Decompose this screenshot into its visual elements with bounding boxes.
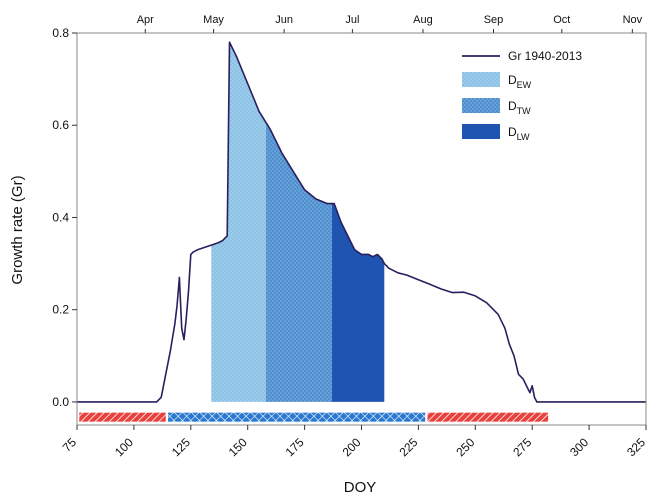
x-tick-label: 75 xyxy=(60,435,80,455)
x-tick-label: 200 xyxy=(340,435,364,459)
x-tick-label: 125 xyxy=(169,435,193,459)
y-tick-label: 0.0 xyxy=(52,395,69,409)
legend-label-gr: Gr 1940-2013 xyxy=(508,49,582,63)
series-line-gr xyxy=(77,41,646,403)
legend-label-lw: DLW xyxy=(508,125,530,142)
legend-label-subscript: EW xyxy=(517,80,532,90)
legend-label-subscript: LW xyxy=(517,132,530,142)
month-label: Jul xyxy=(345,14,359,26)
legend-swatch-lw xyxy=(462,124,500,139)
x-tick-label: 175 xyxy=(283,435,307,459)
y-tick-label: 0.6 xyxy=(52,118,69,132)
x-tick-label: 275 xyxy=(510,435,534,459)
season-bar-3 xyxy=(427,412,549,422)
y-axis-title: Growth rate (Gr) xyxy=(9,175,26,284)
month-label: Aug xyxy=(413,14,433,26)
y-tick-label: 0.2 xyxy=(52,303,69,317)
legend-label-tw: DTW xyxy=(508,99,531,116)
x-tick-label: 300 xyxy=(567,435,591,459)
legend-swatch-texture-ew xyxy=(462,72,500,87)
month-label: Jun xyxy=(275,14,293,26)
month-label: Sep xyxy=(484,14,504,26)
month-label: Apr xyxy=(137,14,154,26)
x-tick-label: 250 xyxy=(453,435,477,459)
series-layer xyxy=(77,41,646,403)
month-label: Oct xyxy=(553,14,570,26)
shaded-periods xyxy=(211,42,385,402)
legend-label-ew: DEW xyxy=(508,73,532,90)
legend-swatch-texture-tw xyxy=(462,98,500,113)
legend-label-main: D xyxy=(508,99,517,113)
legend-label-subscript: TW xyxy=(517,106,531,116)
x-axis-title: DOY xyxy=(344,479,377,496)
x-tick-label: 325 xyxy=(624,435,648,459)
y-axis: 0.0 0.2 0.4 0.6 0.8 xyxy=(52,26,77,409)
x-tick-label: 225 xyxy=(396,435,420,459)
season-bars xyxy=(79,412,549,422)
x-tick-label: 150 xyxy=(226,435,250,459)
legend-label-main: D xyxy=(508,73,517,87)
shaded-period-lw xyxy=(331,203,385,402)
season-bar-2 xyxy=(168,412,426,422)
month-label: Nov xyxy=(623,14,643,26)
y-tick-label: 0.8 xyxy=(52,26,69,40)
top-month-axis: Apr May Jun Jul Aug Sep Oct Nov xyxy=(137,14,643,33)
shaded-period-texture-ew xyxy=(211,42,266,402)
month-label: May xyxy=(203,14,224,26)
season-bar-1 xyxy=(79,412,166,422)
legend-label-main: D xyxy=(508,125,517,139)
x-tick-label: 100 xyxy=(112,435,136,459)
y-tick-label: 0.4 xyxy=(52,210,69,224)
x-axis: 75 100 125 150 175 200 225 250 275 300 325 xyxy=(60,425,648,459)
shaded-period-texture-tw xyxy=(265,122,332,402)
